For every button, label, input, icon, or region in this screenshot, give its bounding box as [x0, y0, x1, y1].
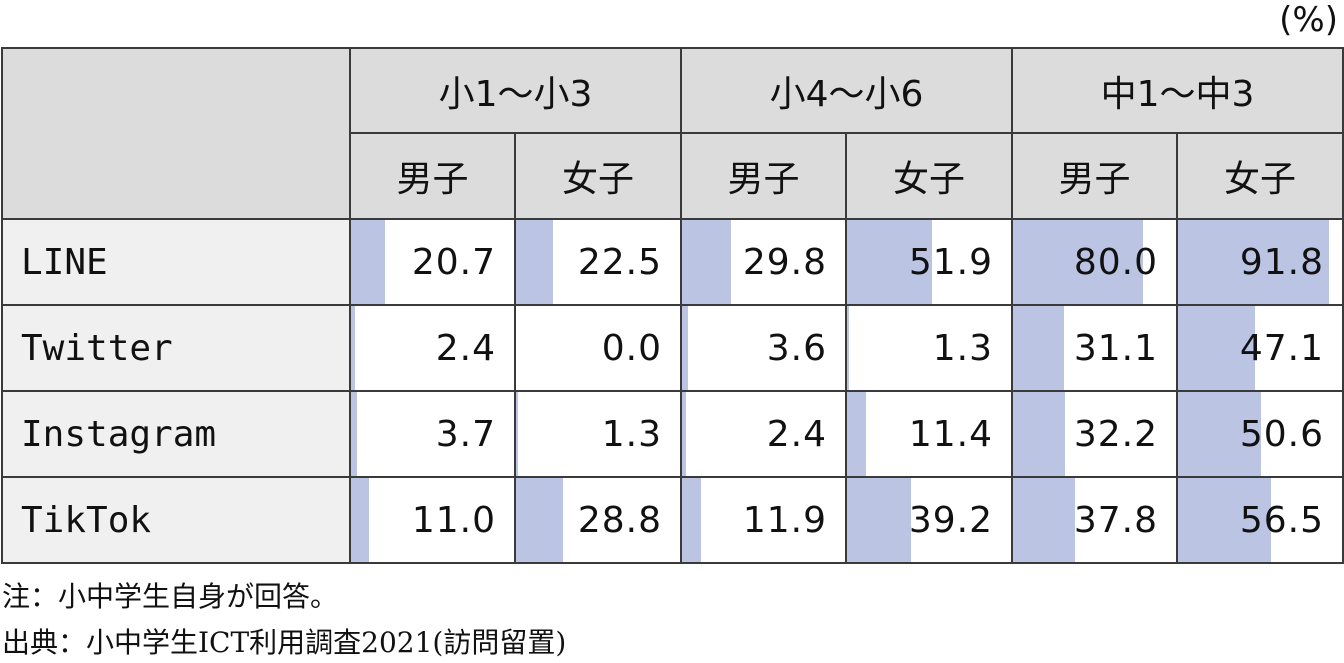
value-bar — [1178, 478, 1271, 562]
value-label: 28.8 — [577, 499, 662, 541]
value-label: 80.0 — [1073, 241, 1158, 283]
value-bar — [682, 306, 688, 390]
subgroup-header: 男子 — [680, 132, 847, 220]
value-cell: 32.2 — [1011, 390, 1178, 478]
value-cell: 1.3 — [845, 304, 1013, 392]
value-bar — [682, 392, 686, 476]
value-bar — [1178, 392, 1261, 476]
subgroup-header: 女子 — [845, 132, 1013, 220]
value-cell: 39.2 — [845, 476, 1013, 564]
value-label: 32.2 — [1073, 413, 1158, 455]
value-cell: 22.5 — [514, 218, 682, 306]
value-label: 39.2 — [908, 499, 993, 541]
value-label: 91.8 — [1239, 241, 1324, 283]
value-bar — [1013, 392, 1066, 476]
value-label: 51.9 — [908, 241, 993, 283]
value-cell: 31.1 — [1011, 304, 1178, 392]
table-row: Instagram 3.7 1.3 2.4 11.4 32.2 50.6 — [1, 390, 1344, 478]
value-bar — [847, 478, 912, 562]
value-label: 50.6 — [1239, 413, 1324, 455]
value-label: 56.5 — [1239, 499, 1324, 541]
value-cell: 37.8 — [1011, 476, 1178, 564]
value-cell: 11.9 — [680, 476, 847, 564]
value-label: 0.0 — [601, 327, 662, 369]
header-corner — [1, 47, 351, 220]
value-cell: 51.9 — [845, 218, 1013, 306]
value-bar — [847, 220, 933, 304]
value-bar — [351, 306, 355, 390]
value-label: 3.6 — [766, 327, 827, 369]
value-cell: 20.7 — [349, 218, 516, 306]
value-cell: 28.8 — [514, 476, 682, 564]
value-bar — [1178, 220, 1329, 304]
value-bar — [1013, 478, 1075, 562]
value-label: 47.1 — [1239, 327, 1324, 369]
value-bar — [682, 478, 702, 562]
value-bar — [516, 478, 564, 562]
value-label: 1.3 — [601, 413, 662, 455]
value-label: 22.5 — [577, 241, 662, 283]
table-row: Twitter 2.4 0.0 3.6 1.3 31.1 47.1 — [1, 304, 1344, 392]
unit-label: (%) — [1279, 0, 1338, 40]
value-bar — [351, 478, 369, 562]
value-cell: 2.4 — [349, 304, 516, 392]
value-bar — [682, 220, 731, 304]
value-cell: 91.8 — [1176, 218, 1344, 306]
group-header: 中1〜中3 — [1011, 47, 1344, 134]
value-cell: 3.6 — [680, 304, 847, 392]
value-bar — [516, 220, 553, 304]
value-cell: 56.5 — [1176, 476, 1344, 564]
value-cell: 47.1 — [1176, 304, 1344, 392]
value-bar — [847, 306, 850, 390]
value-cell: 29.8 — [680, 218, 847, 306]
row-label: Instagram — [1, 390, 351, 478]
value-bar — [1013, 220, 1144, 304]
value-bar — [1178, 306, 1256, 390]
value-cell: 50.6 — [1176, 390, 1344, 478]
value-label: 29.8 — [742, 241, 827, 283]
value-label: 2.4 — [435, 327, 496, 369]
subgroup-header: 女子 — [514, 132, 682, 220]
subgroup-header: 男子 — [1011, 132, 1178, 220]
value-cell: 0.0 — [514, 304, 682, 392]
value-label: 1.3 — [932, 327, 993, 369]
value-label: 2.4 — [766, 413, 827, 455]
value-bar — [1013, 306, 1064, 390]
value-cell: 80.0 — [1011, 218, 1178, 306]
group-header: 小1〜小3 — [349, 47, 682, 134]
value-label: 11.9 — [742, 499, 827, 541]
value-cell: 3.7 — [349, 390, 516, 478]
value-label: 37.8 — [1073, 499, 1158, 541]
value-bar — [847, 392, 866, 476]
value-cell: 1.3 — [514, 390, 682, 478]
row-label: TikTok — [1, 476, 351, 564]
group-header: 小4〜小6 — [680, 47, 1013, 134]
row-label: LINE — [1, 218, 351, 306]
value-label: 11.0 — [411, 499, 496, 541]
note-text: 注：小中学生自身が回答。 — [2, 580, 339, 613]
table-row: TikTok 11.0 28.8 11.9 39.2 37.8 56.5 — [1, 476, 1344, 564]
row-label: Twitter — [1, 304, 351, 392]
value-cell: 11.0 — [349, 476, 516, 564]
value-cell: 11.4 — [845, 390, 1013, 478]
value-label: 3.7 — [435, 413, 496, 455]
value-bar — [516, 392, 519, 476]
value-label: 31.1 — [1073, 327, 1158, 369]
table-row: LINE 20.7 22.5 29.8 51.9 80.0 91.8 — [1, 218, 1344, 306]
value-cell: 2.4 — [680, 390, 847, 478]
source-text: 出典：小中学生ICT利用調査2021(訪問留置) — [2, 626, 567, 659]
subgroup-header: 女子 — [1176, 132, 1344, 220]
value-bar — [351, 392, 358, 476]
value-label: 11.4 — [908, 413, 993, 455]
value-label: 20.7 — [411, 241, 496, 283]
data-table: 小1〜小3 小4〜小6 中1〜中3 男子 女子 男子 女子 男子 女子 LINE… — [1, 47, 1344, 564]
value-bar — [351, 220, 385, 304]
subgroup-header: 男子 — [349, 132, 516, 220]
